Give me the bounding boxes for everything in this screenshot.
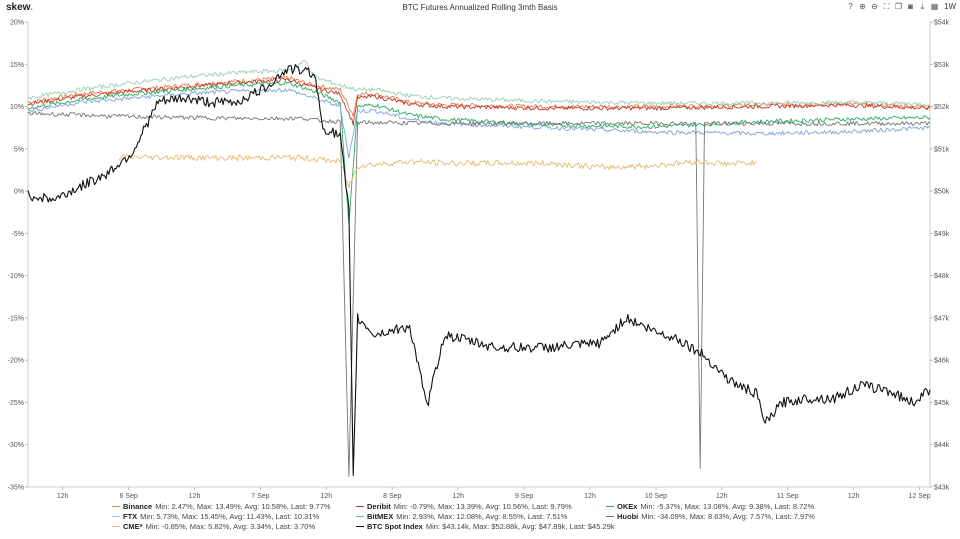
y-left-tick-label: -30% bbox=[8, 442, 24, 449]
series-line-deribit bbox=[27, 77, 931, 126]
x-tick-label: 12h bbox=[189, 493, 201, 500]
legend-swatch bbox=[356, 525, 364, 528]
y-left-tick-label: -35% bbox=[8, 485, 24, 492]
y-left-tick-label: -15% bbox=[8, 315, 24, 322]
y-left-tick-label: 15% bbox=[10, 62, 24, 69]
legend-series-stats: Min: -5.37%, Max: 13.08%, Avg: 9.38%, La… bbox=[640, 502, 815, 511]
x-tick-label: 12h bbox=[57, 493, 69, 500]
y-right-tick-label: $50k bbox=[934, 189, 950, 196]
legend-item[interactable]: Huobi Min: -34.09%, Max: 8.63%, Avg: 7.57… bbox=[606, 512, 815, 521]
zoom-in-icon[interactable]: ⊕ bbox=[859, 2, 866, 11]
legend-item[interactable]: Deribit Min: -0.79%, Max: 13.39%, Avg: 10… bbox=[356, 502, 572, 511]
skew-logo: skew. bbox=[6, 2, 33, 13]
reset-zoom-icon[interactable]: ⛶ bbox=[883, 2, 890, 11]
legend-series-stats: Min: -0.85%, Max: 5.82%, Avg: 3.34%, Las… bbox=[145, 522, 316, 531]
y-right-tick-label: $52k bbox=[934, 104, 950, 111]
y-right-tick-label: $44k bbox=[934, 442, 950, 449]
chart-axes: 20% 15% 10% 5% 0% -5% -10% -15% -20% -25% -30% -35%… bbox=[8, 20, 950, 501]
legend-series-stats: Min: -34.09%, Max: 8.63%, Avg: 7.57%, La… bbox=[641, 512, 815, 521]
legend-swatch bbox=[356, 515, 364, 518]
y-right-tick-label: $49k bbox=[934, 231, 950, 238]
y-right-tick-label: $48k bbox=[934, 273, 950, 280]
legend-item[interactable]: Binance Min: 2.47%, Max: 13.49%, Avg: 10.… bbox=[112, 502, 331, 511]
x-tick-label: 12h bbox=[584, 493, 596, 500]
y-left-tick-label: -25% bbox=[8, 400, 24, 407]
y-left-tick-label: 5% bbox=[14, 146, 24, 153]
legend-series-stats: Min: 2.93%, Max: 12.08%, Avg: 8.55%, Las… bbox=[396, 512, 568, 521]
legend-series-stats: Min: -0.79%, Max: 13.39%, Avg: 10.56%, L… bbox=[393, 502, 572, 511]
x-tick-label: 12 Sep bbox=[908, 493, 930, 500]
help-icon[interactable]: ? bbox=[848, 2, 853, 11]
series-line-btc-spot-index bbox=[27, 64, 931, 477]
y-left-tick-label: -10% bbox=[8, 273, 24, 280]
legend-series-name: Binance bbox=[123, 502, 153, 511]
legend-item[interactable]: BTC Spot Index Min: $43.14k, Max: $52.88k… bbox=[356, 522, 615, 531]
series-line-bitmex bbox=[27, 88, 931, 159]
legend-item[interactable]: CME* Min: -0.85%, Max: 5.82%, Avg: 3.34%,… bbox=[112, 522, 315, 531]
download-icon[interactable]: ⤓ bbox=[920, 2, 925, 11]
legend-series-name: BitMEX bbox=[367, 512, 394, 521]
y-right-tick-label: $53k bbox=[934, 62, 950, 69]
legend-swatch bbox=[112, 515, 120, 518]
legend-swatch bbox=[606, 505, 614, 508]
y-right-tick-label: $45k bbox=[934, 400, 950, 407]
y-right-tick-label: $43k bbox=[934, 485, 950, 492]
series-line-cme bbox=[118, 154, 757, 189]
x-tick-label: 11 Sep bbox=[777, 493, 799, 500]
calendar-icon[interactable]: ▦ bbox=[930, 2, 939, 11]
x-tick-label: 12h bbox=[716, 493, 728, 500]
legend-series-name: Huobi bbox=[617, 512, 639, 521]
x-tick-label: 10 Sep bbox=[645, 493, 667, 500]
y-right-tick-label: $47k bbox=[934, 315, 950, 322]
y-right-tick-label: $46k bbox=[934, 358, 950, 365]
legend-item[interactable]: OKEx Min: -5.37%, Max: 13.08%, Avg: 9.38%… bbox=[606, 502, 814, 511]
x-tick-label: 9 Sep bbox=[515, 493, 533, 500]
legend-series-name: FTX bbox=[123, 512, 138, 521]
y-left-tick-label: 0% bbox=[14, 189, 24, 196]
series-line-ftx bbox=[27, 60, 931, 107]
y-right-tick-label: $54k bbox=[934, 20, 950, 27]
range-1w-button[interactable]: 1W bbox=[944, 2, 956, 11]
zoom-out-icon[interactable]: ⊖ bbox=[871, 2, 878, 11]
legend-series-stats: Min: 2.47%, Max: 13.49%, Avg: 10.58%, La… bbox=[155, 502, 331, 511]
x-tick-label: 6 Sep bbox=[119, 493, 137, 500]
legend-swatch bbox=[112, 525, 120, 528]
y-left-tick-label: -5% bbox=[12, 231, 24, 238]
chart-series bbox=[27, 60, 931, 477]
x-tick-label: 7 Sep bbox=[251, 493, 269, 500]
series-line-okex bbox=[27, 80, 931, 224]
y-left-tick-label: -20% bbox=[8, 358, 24, 365]
legend-item[interactable]: FTX Min: 5.73%, Max: 15.45%, Avg: 11.43%,… bbox=[112, 512, 319, 521]
top-bar: skew. BTC Futures Annualized Rolling 3mt… bbox=[0, 0, 960, 16]
chart-toolbar: ? ⊕ ⊖ ⛶ ❐ ◙ ⤓ ▦ 1W bbox=[846, 2, 956, 11]
series-line-huobi bbox=[27, 111, 931, 477]
legend-swatch bbox=[356, 505, 364, 508]
x-tick-label: 8 Sep bbox=[383, 493, 401, 500]
chart-legend: Binance Min: 2.47%, Max: 13.49%, Avg: 10.… bbox=[0, 502, 960, 538]
y-right-tick-label: $51k bbox=[934, 146, 950, 153]
chart-title: BTC Futures Annualized Rolling 3mth Basi… bbox=[402, 3, 558, 12]
legend-series-name: Deribit bbox=[367, 502, 391, 511]
legend-series-stats: Min: 5.73%, Max: 15.45%, Avg: 11.43%, La… bbox=[140, 512, 320, 521]
copy-icon[interactable]: ❐ bbox=[894, 2, 903, 11]
legend-series-name: CME* bbox=[123, 522, 143, 531]
legend-item[interactable]: BitMEX Min: 2.93%, Max: 12.08%, Avg: 8.55… bbox=[356, 512, 567, 521]
legend-swatch bbox=[606, 515, 614, 518]
legend-series-stats: Min: $43.14k, Max: $52.88k, Avg: $47.89k… bbox=[425, 522, 615, 531]
x-tick-label: 12h bbox=[452, 493, 464, 500]
x-tick-label: 12h bbox=[848, 493, 860, 500]
camera-icon[interactable]: ◙ bbox=[908, 2, 913, 11]
x-tick-label: 12h bbox=[321, 493, 333, 500]
y-left-tick-label: 20% bbox=[10, 20, 24, 27]
legend-series-name: BTC Spot Index bbox=[367, 522, 423, 531]
legend-series-name: OKEx bbox=[617, 502, 638, 511]
y-left-tick-label: 10% bbox=[10, 104, 24, 111]
basis-chart: 20% 15% 10% 5% 0% -5% -10% -15% -20% -25% -30% -35%… bbox=[8, 20, 950, 501]
legend-swatch bbox=[112, 505, 120, 508]
